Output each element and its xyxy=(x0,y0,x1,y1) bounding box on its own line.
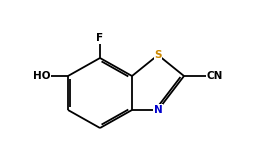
Text: CN: CN xyxy=(207,71,223,81)
Text: N: N xyxy=(154,105,162,115)
Text: HO: HO xyxy=(33,71,51,81)
Text: S: S xyxy=(154,50,162,60)
Text: F: F xyxy=(96,33,104,43)
